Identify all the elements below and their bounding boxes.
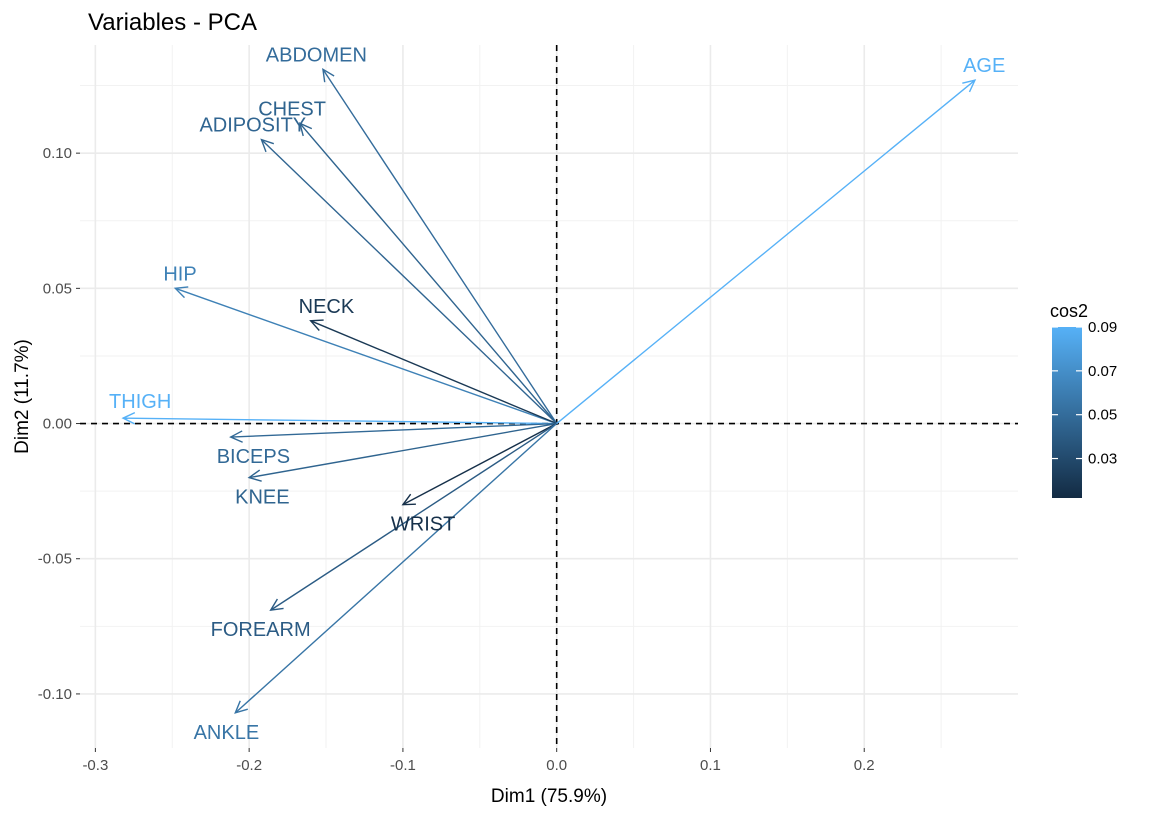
var-label-neck: NECK bbox=[299, 296, 355, 318]
x-axis-title: Dim1 (75.9%) bbox=[491, 786, 607, 807]
legend-title: cos2 bbox=[1050, 301, 1088, 321]
var-label-adiposity: ADIPOSITY bbox=[199, 115, 306, 137]
var-label-ankle: ANKLE bbox=[194, 722, 260, 744]
arrow-head bbox=[247, 469, 262, 482]
x-tick-label: 0.2 bbox=[854, 757, 875, 774]
var-label-age: AGE bbox=[963, 55, 1005, 77]
arrow-abdomen bbox=[322, 67, 558, 424]
var-label-knee: KNEE bbox=[235, 487, 289, 509]
x-tick-label: -0.2 bbox=[236, 757, 262, 774]
var-label-biceps: BICEPS bbox=[217, 446, 290, 468]
x-tick-label: -0.1 bbox=[390, 757, 416, 774]
arrow-line bbox=[310, 320, 557, 425]
arrow-line bbox=[402, 422, 558, 506]
legend-tick-label: 0.03 bbox=[1088, 451, 1117, 468]
arrow-line bbox=[234, 423, 558, 714]
y-axis-ticks: -0.10 -0.05 0.00 0.05 0.10 bbox=[38, 145, 80, 703]
y-tick-label: 0.10 bbox=[43, 145, 72, 162]
var-label-chest: CHEST bbox=[258, 98, 326, 120]
arrow-line bbox=[299, 122, 558, 424]
arrow-head bbox=[173, 286, 189, 299]
variable-arrows bbox=[121, 67, 977, 714]
arrow-wrist bbox=[401, 422, 558, 506]
x-tick-label: 0.1 bbox=[700, 757, 721, 774]
legend-colorbar bbox=[1052, 327, 1082, 498]
arrow-head bbox=[298, 122, 313, 137]
arrow-chest bbox=[298, 122, 558, 424]
y-axis-title: Dim2 (11.7%) bbox=[12, 339, 33, 454]
chart-title: Variables - PCA bbox=[88, 9, 257, 36]
legend-tick-label: 0.09 bbox=[1088, 319, 1117, 336]
legend-tick-label: 0.05 bbox=[1088, 407, 1117, 424]
arrow-ankle bbox=[234, 423, 558, 714]
var-label-thigh: THIGH bbox=[109, 391, 171, 413]
arrow-head bbox=[234, 700, 248, 714]
arrow-line bbox=[230, 422, 557, 438]
arrow-head bbox=[269, 598, 284, 611]
arrow-hip bbox=[173, 286, 557, 425]
arrow-line bbox=[322, 68, 558, 424]
arrow-knee bbox=[247, 422, 557, 482]
arrow-line bbox=[270, 422, 558, 611]
arrow-head bbox=[309, 319, 324, 331]
arrow-line bbox=[249, 422, 557, 479]
arrow-line bbox=[260, 139, 558, 425]
arrow-forearm bbox=[269, 422, 558, 611]
legend-tick-label: 0.07 bbox=[1088, 363, 1117, 380]
var-label-wrist: WRIST bbox=[391, 514, 455, 536]
arrow-head bbox=[962, 79, 977, 93]
arrow-line bbox=[123, 417, 557, 425]
arrow-head bbox=[322, 67, 335, 83]
var-label-abdomen: ABDOMEN bbox=[266, 44, 367, 66]
reference-lines bbox=[80, 45, 1018, 748]
arrow-line bbox=[556, 79, 976, 425]
arrow-head bbox=[121, 412, 136, 425]
x-axis-ticks: -0.3 -0.2 -0.1 0.0 0.1 0.2 bbox=[82, 748, 875, 774]
arrow-neck bbox=[309, 319, 557, 425]
arrow-head bbox=[401, 493, 416, 506]
y-tick-label: 0.05 bbox=[43, 280, 72, 297]
arrow-biceps bbox=[229, 422, 557, 443]
y-tick-label: -0.10 bbox=[38, 686, 72, 703]
x-tick-label: 0.0 bbox=[546, 757, 567, 774]
arrow-age bbox=[556, 79, 977, 425]
arrow-head bbox=[260, 138, 275, 153]
y-tick-label: -0.05 bbox=[38, 551, 72, 568]
var-label-hip: HIP bbox=[163, 263, 196, 285]
arrow-line bbox=[175, 287, 557, 425]
arrow-thigh bbox=[121, 412, 557, 425]
legend-ticks: 0.03 0.05 0.07 0.09 bbox=[1052, 319, 1117, 468]
arrow-head bbox=[229, 430, 243, 443]
y-tick-label: 0.00 bbox=[43, 416, 72, 433]
cos2-legend: cos2 0.03 0.05 0.07 0.09 bbox=[1050, 301, 1117, 498]
var-label-forearm: FOREARM bbox=[211, 619, 311, 641]
x-tick-label: -0.3 bbox=[82, 757, 108, 774]
arrow-adiposity bbox=[260, 138, 558, 425]
